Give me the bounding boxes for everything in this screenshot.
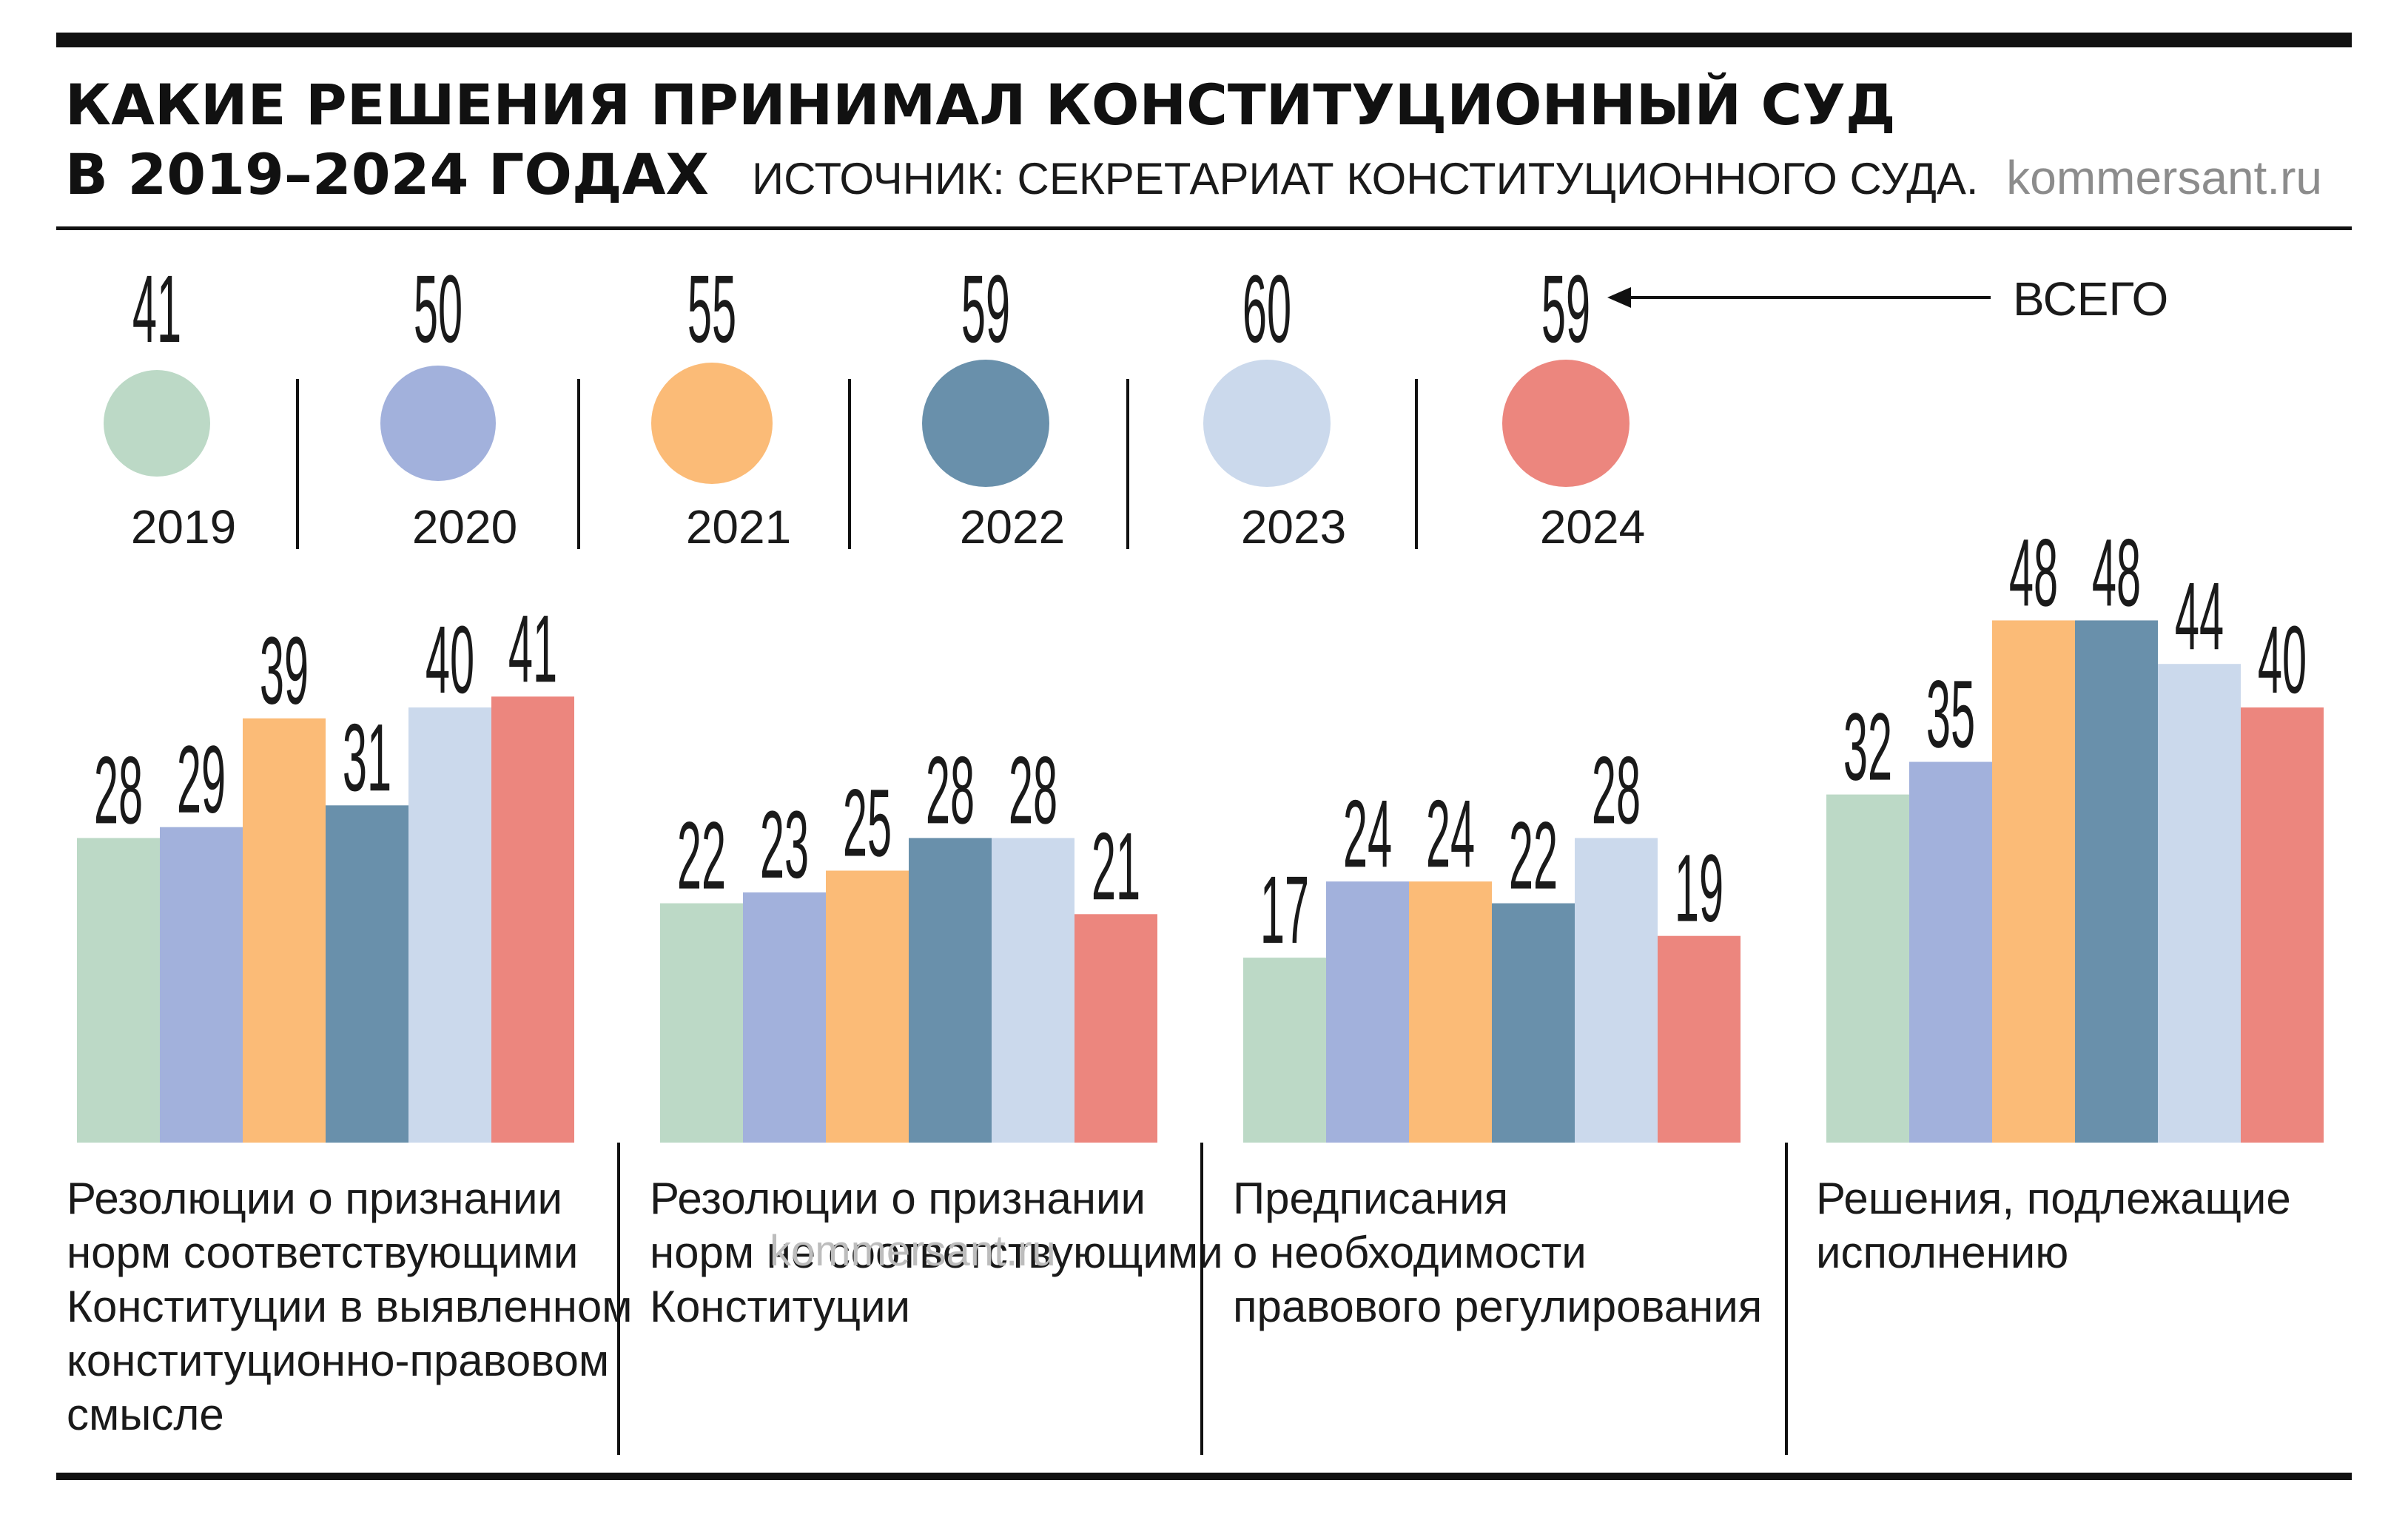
panel-caption-line: Конституции xyxy=(650,1282,910,1331)
totals-legend: 41 2019 50 2020 55 2021 59 2022 60 2023 59 2024 xyxy=(104,256,1645,554)
bar-value-label: 39 xyxy=(260,618,309,724)
bar-value-label: 28 xyxy=(1009,738,1057,844)
bar xyxy=(2075,620,2158,1143)
bar xyxy=(1909,761,1992,1143)
bar xyxy=(2241,707,2324,1143)
bar-value-label: 17 xyxy=(1260,857,1309,964)
bar xyxy=(160,827,243,1143)
bar-value-label: 28 xyxy=(926,738,975,844)
title-line-1: КАКИЕ РЕШЕНИЯ ПРИНИМАЛ КОНСТИТУЦИОННЫЙ С… xyxy=(65,72,1896,138)
year-label: 2024 xyxy=(1540,500,1645,554)
bar xyxy=(992,838,1074,1143)
year-label: 2021 xyxy=(686,500,791,554)
panel-caption-line: норм не соответствующими xyxy=(650,1228,1223,1277)
panel-caption-line: Решения, подлежащие xyxy=(1816,1174,2291,1223)
bar xyxy=(909,838,992,1143)
total-value: 60 xyxy=(1242,256,1291,363)
bar xyxy=(1826,794,1909,1143)
bar-value-label: 22 xyxy=(1509,803,1558,909)
bar xyxy=(1575,838,1658,1143)
bar xyxy=(743,892,826,1143)
bar xyxy=(77,838,160,1143)
panel-caption-line: Резолюции о признании xyxy=(67,1174,562,1223)
title-line-2: В 2019–2024 ГОДАХ xyxy=(65,141,709,207)
year-label: 2022 xyxy=(960,500,1065,554)
year-label: 2020 xyxy=(412,500,517,554)
year-label: 2019 xyxy=(131,500,236,554)
bar xyxy=(1326,881,1409,1143)
year-label: 2023 xyxy=(1241,500,1346,554)
top-rule xyxy=(56,33,2352,47)
panel-caption-line: Резолюции о признании xyxy=(650,1174,1146,1223)
total-value: 50 xyxy=(414,256,463,363)
bar xyxy=(1074,914,1157,1143)
bottom-rule xyxy=(56,1473,2352,1480)
bar xyxy=(243,718,326,1143)
bar xyxy=(1992,620,2075,1143)
site-label: kommersant.ru xyxy=(2006,151,2322,204)
bar-chart-panel: 17 24 24 22 28 19 Предписания о необходимости пр… xyxy=(1233,738,1762,1331)
panel-caption-line: норм соответствующими xyxy=(67,1228,578,1277)
bar xyxy=(1243,958,1326,1143)
panel-caption-line: о необходимости xyxy=(1233,1228,1587,1277)
total-value: 55 xyxy=(687,256,736,363)
bar-value-label: 31 xyxy=(343,705,391,812)
bar-value-label: 28 xyxy=(94,738,143,844)
source-note: ИСТОЧНИК: СЕКРЕТАРИАТ КОНСТИТУЦИОННОГО С… xyxy=(752,154,1979,204)
bar xyxy=(326,805,408,1143)
panel-caption-line: исполнению xyxy=(1816,1228,2068,1277)
bar-value-label: 41 xyxy=(508,596,557,703)
bar xyxy=(1409,881,1492,1143)
bar xyxy=(408,707,491,1143)
bar-value-label: 32 xyxy=(1843,694,1892,801)
bar-chart-panel: 22 23 25 28 28 21 Резолюции о признании норм не… xyxy=(650,738,1223,1331)
year-color-swatch xyxy=(104,370,210,477)
bar-value-label: 40 xyxy=(426,607,474,713)
bar-value-label: 48 xyxy=(2009,520,2058,627)
bar-value-label: 22 xyxy=(677,803,726,909)
bar-value-label: 48 xyxy=(2092,520,2141,627)
bar-value-label: 29 xyxy=(177,727,226,833)
total-value: 59 xyxy=(961,256,1010,363)
panel-caption-line: Предписания xyxy=(1233,1174,1508,1223)
bar-value-label: 21 xyxy=(1092,814,1140,921)
total-value: 59 xyxy=(1541,256,1590,363)
bar-value-label: 19 xyxy=(1675,835,1723,942)
total-value: 41 xyxy=(132,256,181,363)
bar-chart-panel: 28 29 39 31 40 41 Резолюции о признании норм со… xyxy=(67,596,632,1439)
total-label: ВСЕГО xyxy=(2013,272,2168,326)
bar xyxy=(1492,903,1575,1143)
header-rule xyxy=(56,226,2352,230)
year-color-swatch xyxy=(1203,360,1331,487)
bar-value-label: 25 xyxy=(843,770,892,877)
bar-chart-panel: 32 35 48 48 44 40 Решения, подлежащие исполнени… xyxy=(1816,520,2324,1277)
bar-value-label: 28 xyxy=(1592,738,1641,844)
bar-value-label: 35 xyxy=(1926,662,1975,768)
year-color-swatch xyxy=(651,363,773,484)
bar xyxy=(491,696,574,1143)
arrow-head-icon xyxy=(1607,287,1631,308)
year-color-swatch xyxy=(922,360,1049,487)
bar-value-label: 24 xyxy=(1426,781,1475,888)
panel-caption-line: конституционно-правовом xyxy=(67,1336,609,1385)
bar-value-label: 24 xyxy=(1343,781,1392,888)
panel-caption-line: смысле xyxy=(67,1390,224,1439)
year-color-swatch xyxy=(1502,360,1630,487)
bar-value-label: 40 xyxy=(2258,607,2307,713)
bar xyxy=(660,903,743,1143)
bar-value-label: 23 xyxy=(760,792,809,898)
bar xyxy=(2158,664,2241,1143)
watermark: kommersant.ru xyxy=(770,1227,1056,1275)
bar xyxy=(1658,935,1741,1143)
year-color-swatch xyxy=(380,366,496,481)
bar-value-label: 44 xyxy=(2175,564,2224,670)
bar-panels: 28 29 39 31 40 41 Резолюции о признании норм со… xyxy=(67,520,2324,1455)
panel-caption-line: правового регулирования xyxy=(1233,1282,1762,1331)
bar xyxy=(826,870,909,1143)
total-arrow xyxy=(1607,287,1991,308)
panel-caption-line: Конституции в выявленном xyxy=(67,1282,632,1331)
